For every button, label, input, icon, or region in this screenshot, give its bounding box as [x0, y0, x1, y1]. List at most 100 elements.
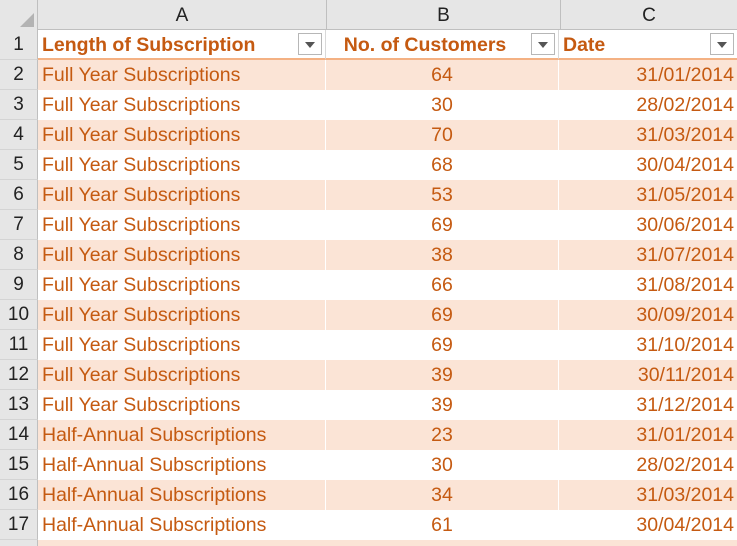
cell-length-of-subscription[interactable]: Full Year Subscriptions — [38, 300, 326, 330]
cell-length-of-subscription[interactable]: Full Year Subscriptions — [38, 150, 326, 180]
row-number[interactable]: 8 — [0, 240, 38, 270]
cell-no-of-customers[interactable]: 61 — [326, 510, 559, 540]
cell-no-of-customers[interactable]: 30 — [326, 450, 559, 480]
cell-no-of-customers[interactable]: 70 — [326, 120, 559, 150]
table-row: 5 Full Year Subscriptions 68 30/04/2014 — [0, 150, 737, 180]
row-number[interactable]: 14 — [0, 420, 38, 450]
cell-no-of-customers[interactable]: 66 — [326, 270, 559, 300]
cell-no-of-customers[interactable]: 38 — [326, 240, 559, 270]
header-label: Date — [563, 34, 606, 56]
header-cell-date[interactable]: Date — [559, 30, 737, 60]
cell-length-of-subscription[interactable]: Half-Annual Subscriptions — [38, 510, 326, 540]
row-number[interactable]: 11 — [0, 330, 38, 360]
row-number[interactable]: 6 — [0, 180, 38, 210]
chevron-down-icon — [305, 42, 315, 48]
cell-length-of-subscription[interactable]: Full Year Subscriptions — [38, 180, 326, 210]
cell-length-of-subscription[interactable]: Half-Annual Subscriptions — [38, 480, 326, 510]
row-number[interactable]: 1 — [0, 30, 38, 60]
cell-no-of-customers[interactable]: 69 — [326, 330, 559, 360]
cell-no-of-customers[interactable]: 53 — [326, 180, 559, 210]
cell-date[interactable]: 31/03/2014 — [559, 120, 737, 150]
row-number[interactable]: 3 — [0, 90, 38, 120]
row-number[interactable]: 10 — [0, 300, 38, 330]
row-number[interactable]: 9 — [0, 270, 38, 300]
cell-no-of-customers[interactable]: 39 — [326, 360, 559, 390]
cell-date[interactable]: 30/09/2014 — [559, 300, 737, 330]
cell-date[interactable]: 28/02/2014 — [559, 450, 737, 480]
select-all-button[interactable] — [0, 0, 38, 30]
cell-date[interactable]: 30/04/2014 — [559, 510, 737, 540]
cell-date[interactable]: 31/01/2014 — [559, 420, 737, 450]
cell-date[interactable]: 31/08/2014 — [559, 270, 737, 300]
chevron-down-icon — [717, 42, 727, 48]
table-row: 4 Full Year Subscriptions 70 31/03/2014 — [0, 120, 737, 150]
table-row: 11 Full Year Subscriptions 69 31/10/2014 — [0, 330, 737, 360]
filter-button-date[interactable] — [710, 33, 734, 55]
select-all-triangle-icon — [20, 13, 34, 27]
column-header-a[interactable]: A — [38, 0, 327, 30]
filter-button-length-of-subscription[interactable] — [298, 33, 322, 55]
cell-no-of-customers[interactable]: 68 — [326, 150, 559, 180]
cell-no-of-customers[interactable]: 30 — [326, 90, 559, 120]
header-cell-no-of-customers[interactable]: No. of Customers — [326, 30, 559, 60]
table-row: 14 Half-Annual Subscriptions 23 31/01/2014 — [0, 420, 737, 450]
cell-length-of-subscription[interactable]: Full Year Subscriptions — [38, 270, 326, 300]
table-row: 8 Full Year Subscriptions 38 31/07/2014 — [0, 240, 737, 270]
cell-date[interactable]: 31/10/2014 — [559, 330, 737, 360]
cell-date[interactable]: 31/03/2014 — [559, 480, 737, 510]
cell-date[interactable]: 30/04/2014 — [559, 150, 737, 180]
table-row: 13 Full Year Subscriptions 39 31/12/2014 — [0, 390, 737, 420]
cell-date[interactable]: 31/12/2014 — [559, 390, 737, 420]
row-number[interactable]: 7 — [0, 210, 38, 240]
row-number[interactable] — [0, 540, 38, 546]
cell-length-of-subscription[interactable]: Full Year Subscriptions — [38, 390, 326, 420]
cell-length-of-subscription[interactable]: Full Year Subscriptions — [38, 360, 326, 390]
cell-date[interactable]: 31/07/2014 — [559, 240, 737, 270]
cell-no-of-customers[interactable]: 69 — [326, 300, 559, 330]
cell-date[interactable]: 30/06/2014 — [559, 210, 737, 240]
cell-no-of-customers[interactable]: 23 — [326, 420, 559, 450]
row-number[interactable]: 13 — [0, 390, 38, 420]
cell-date[interactable]: 28/02/2014 — [559, 90, 737, 120]
chevron-down-icon — [538, 42, 548, 48]
column-header-b[interactable]: B — [327, 0, 561, 30]
sheet-rows: 1 Length of Subscription No. of Customer… — [0, 30, 737, 546]
table-header-row: 1 Length of Subscription No. of Customer… — [0, 30, 737, 60]
table-row: 15 Half-Annual Subscriptions 30 28/02/2014 — [0, 450, 737, 480]
column-header-c[interactable]: C — [642, 5, 656, 26]
header-cell-length-of-subscription[interactable]: Length of Subscription — [38, 30, 326, 60]
cell-length-of-subscription[interactable]: Full Year Subscriptions — [38, 240, 326, 270]
cell-date[interactable]: 30/11/2014 — [559, 360, 737, 390]
cell-length-of-subscription[interactable]: Half-Annual Subscriptions — [38, 450, 326, 480]
cell-date[interactable]: 31/01/2014 — [559, 60, 737, 90]
cell-length-of-subscription[interactable]: Half-Annual Subscriptions — [38, 420, 326, 450]
cell-length-of-subscription[interactable]: Full Year Subscriptions — [38, 90, 326, 120]
cell-length-of-subscription[interactable]: Full Year Subscriptions — [38, 60, 326, 90]
row-number[interactable]: 15 — [0, 450, 38, 480]
partial-row — [0, 540, 737, 546]
table-row: 10 Full Year Subscriptions 69 30/09/2014 — [0, 300, 737, 330]
row-number[interactable]: 16 — [0, 480, 38, 510]
cell-length-of-subscription[interactable]: Full Year Subscriptions — [38, 330, 326, 360]
cell-no-of-customers[interactable]: 34 — [326, 480, 559, 510]
row-number[interactable]: 4 — [0, 120, 38, 150]
table-row: 2 Full Year Subscriptions 64 31/01/2014 — [0, 60, 737, 90]
row-number[interactable]: 17 — [0, 510, 38, 540]
table-row: 7 Full Year Subscriptions 69 30/06/2014 — [0, 210, 737, 240]
table-row: 6 Full Year Subscriptions 53 31/05/2014 — [0, 180, 737, 210]
cell-no-of-customers[interactable]: 64 — [326, 60, 559, 90]
row-number[interactable]: 12 — [0, 360, 38, 390]
cell-no-of-customers[interactable]: 39 — [326, 390, 559, 420]
row-number[interactable]: 2 — [0, 60, 38, 90]
cell-length-of-subscription[interactable]: Full Year Subscriptions — [38, 120, 326, 150]
column-header-bar: A B C — [0, 0, 737, 30]
header-label: Length of Subscription — [42, 34, 256, 56]
table-row: 16 Half-Annual Subscriptions 34 31/03/2014 — [0, 480, 737, 510]
filter-button-no-of-customers[interactable] — [531, 33, 555, 55]
table-row: 3 Full Year Subscriptions 30 28/02/2014 — [0, 90, 737, 120]
table-row: 17 Half-Annual Subscriptions 61 30/04/2014 — [0, 510, 737, 540]
cell-date[interactable]: 31/05/2014 — [559, 180, 737, 210]
cell-length-of-subscription[interactable]: Full Year Subscriptions — [38, 210, 326, 240]
cell-no-of-customers[interactable]: 69 — [326, 210, 559, 240]
row-number[interactable]: 5 — [0, 150, 38, 180]
